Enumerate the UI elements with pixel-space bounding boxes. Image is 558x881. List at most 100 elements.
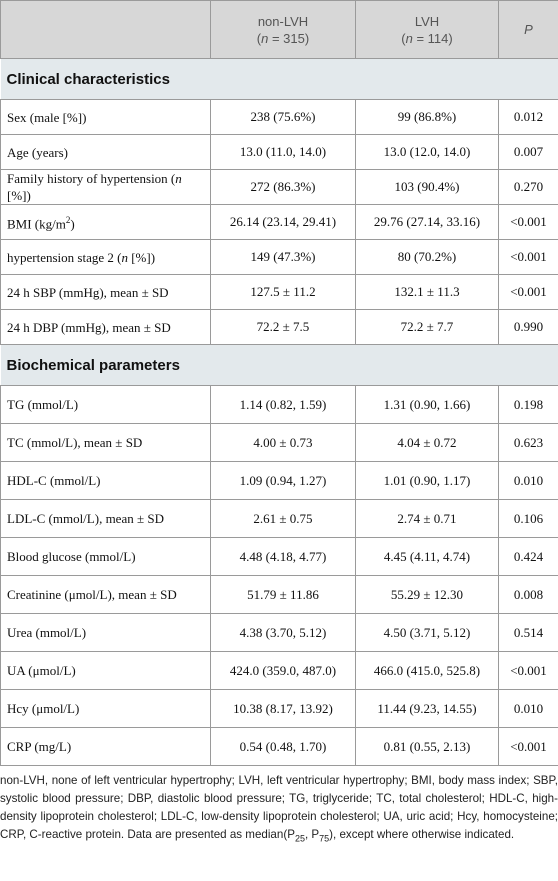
header-line: (n = 315) (217, 30, 349, 47)
text: ), except where otherwise indicated. (329, 828, 515, 841)
value-cell: <0.001 (498, 239, 558, 275)
value-cell: <0.001 (498, 651, 558, 690)
text: Family history of hypertension ( (7, 171, 176, 186)
row-label: 24 h DBP (mmHg), mean ± SD (0, 309, 211, 345)
value-cell: <0.001 (498, 204, 558, 240)
row-label: BMI (kg/m2) (0, 204, 211, 240)
text: Urea (mmol/L) (7, 625, 87, 640)
value-cell: 4.00 ± 0.73 (210, 423, 356, 462)
row-label: Urea (mmol/L) (0, 613, 211, 652)
value-cell: 0.106 (498, 499, 558, 538)
value-cell: 2.61 ± 0.75 (210, 499, 356, 538)
data-row: TG (mmol/L) 1.14 (0.82, 1.59) 1.31 (0.90, … (0, 385, 558, 424)
column-header: LVH (n = 114) (355, 0, 499, 59)
value-cell: <0.001 (498, 727, 558, 766)
text: non-LVH, none of left ventricular hypert… (0, 774, 558, 841)
text: TG (mmol/L) (7, 397, 79, 412)
text: ( (401, 30, 406, 46)
value-cell: 29.76 (27.14, 33.16) (355, 204, 499, 240)
text: 24 h SBP (mmHg), mean ± SD (7, 284, 169, 300)
text: = 315) (268, 30, 310, 46)
table-header: non-LVH (n = 315) LVH (n = 114) P (0, 0, 558, 59)
italic-text: n (405, 30, 413, 46)
value-cell: 0.424 (498, 537, 558, 576)
value-cell: 4.38 (3.70, 5.12) (210, 613, 356, 652)
value-cell: 0.270 (498, 169, 558, 205)
row-label: LDL-C (mmol/L), mean ± SD (0, 499, 211, 538)
row-label: CRP (mg/L) (0, 727, 211, 766)
value-cell: 0.81 (0.55, 2.13) (355, 727, 499, 766)
text: = 114) (412, 30, 453, 46)
text: Age (years) (7, 144, 68, 160)
row-label: TC (mmol/L), mean ± SD (0, 423, 211, 462)
data-row: Urea (mmol/L) 4.38 (3.70, 5.12) 4.50 (3.71… (0, 613, 558, 652)
column-header: non-LVH (n = 315) (210, 0, 356, 59)
value-cell: 80 (70.2%) (355, 239, 499, 275)
text: Hcy (μmol/L) (7, 701, 80, 716)
value-cell: 72.2 ± 7.7 (355, 309, 499, 345)
text: LVH (414, 13, 440, 29)
data-row: 24 h SBP (mmHg), mean ± SD 127.5 ± 11.2 13… (0, 274, 558, 310)
row-label: UA (μmol/L) (0, 651, 211, 690)
data-row: Sex (male [%]) 238 (75.6%) 99 (86.8%) 0.012 (0, 99, 558, 135)
column-header: P (498, 0, 558, 59)
value-cell: 1.14 (0.82, 1.59) (210, 385, 356, 424)
value-cell: 1.31 (0.90, 1.66) (355, 385, 499, 424)
data-row: BMI (kg/m2) 26.14 (23.14, 29.41) 29.76 (27… (0, 204, 558, 240)
data-row: hypertension stage 2 (n [%]) 149 (47.3%) 8… (0, 239, 558, 275)
italic-text: n (261, 30, 269, 46)
text: UA (μmol/L) (7, 663, 76, 678)
footnote: non-LVH, none of left ventricular hypert… (0, 772, 558, 847)
value-cell: 0.990 (498, 309, 558, 345)
data-row: CRP (mg/L) 0.54 (0.48, 1.70) 0.81 (0.55, 2… (0, 727, 558, 766)
data-row: Age (years) 13.0 (11.0, 14.0) 13.0 (12.0, … (0, 134, 558, 170)
value-cell: 0.012 (498, 99, 558, 135)
text: ) (70, 216, 75, 232)
value-cell: 13.0 (11.0, 14.0) (210, 134, 356, 170)
data-row: HDL-C (mmol/L) 1.09 (0.94, 1.27) 1.01 (0.9… (0, 461, 558, 500)
row-label: Hcy (μmol/L) (0, 689, 211, 728)
section-title: Clinical characteristics (0, 58, 558, 100)
value-cell: 466.0 (415.0, 525.8) (355, 651, 499, 690)
text: , P (304, 828, 320, 841)
value-cell: 272 (86.3%) (210, 169, 356, 205)
text: Creatinine (μmol/L), mean ± SD (7, 587, 177, 602)
row-label: hypertension stage 2 (n [%]) (0, 239, 211, 275)
text: CRP (mg/L) (7, 739, 72, 754)
header-line: P (505, 21, 552, 38)
row-label: 24 h SBP (mmHg), mean ± SD (0, 274, 211, 310)
value-cell: 4.45 (4.11, 4.74) (355, 537, 499, 576)
value-cell: 424.0 (359.0, 487.0) (210, 651, 356, 690)
data-row: 24 h DBP (mmHg), mean ± SD 72.2 ± 7.5 72.2… (0, 309, 558, 345)
text: LDL-C (mmol/L), mean ± SD (7, 511, 164, 526)
row-label: Family history of hypertension (n [%]) (0, 169, 211, 205)
header-row: non-LVH (n = 315) LVH (n = 114) P (0, 0, 558, 59)
section-row: Clinical characteristics (0, 58, 558, 100)
text: Blood glucose (mmol/L) (7, 549, 136, 564)
value-cell: 72.2 ± 7.5 (210, 309, 356, 345)
value-cell: 132.1 ± 11.3 (355, 274, 499, 310)
superscript: 2 (65, 214, 71, 225)
italic-text: n (121, 249, 128, 265)
row-label: Creatinine (μmol/L), mean ± SD (0, 575, 211, 614)
value-cell: 103 (90.4%) (355, 169, 499, 205)
value-cell: 127.5 ± 11.2 (210, 274, 356, 310)
data-row: Blood glucose (mmol/L) 4.48 (4.18, 4.77) 4… (0, 537, 558, 576)
data-row: LDL-C (mmol/L), mean ± SD 2.61 ± 0.75 2.74… (0, 499, 558, 538)
value-cell: 1.09 (0.94, 1.27) (210, 461, 356, 500)
value-cell: 0.54 (0.48, 1.70) (210, 727, 356, 766)
data-row: Hcy (μmol/L) 10.38 (8.17, 13.92) 11.44 (9.… (0, 689, 558, 728)
text: [%]) (7, 188, 31, 203)
text: non-LVH (257, 13, 309, 29)
text: hypertension stage 2 ( (7, 249, 122, 265)
data-row: Family history of hypertension (n [%]) 27… (0, 169, 558, 205)
text: Sex (male [%]) (7, 109, 87, 125)
row-label: TG (mmol/L) (0, 385, 211, 424)
section-row: Biochemical parameters (0, 344, 558, 386)
value-cell: 0.514 (498, 613, 558, 652)
value-cell: 4.50 (3.71, 5.12) (355, 613, 499, 652)
value-cell: 238 (75.6%) (210, 99, 356, 135)
